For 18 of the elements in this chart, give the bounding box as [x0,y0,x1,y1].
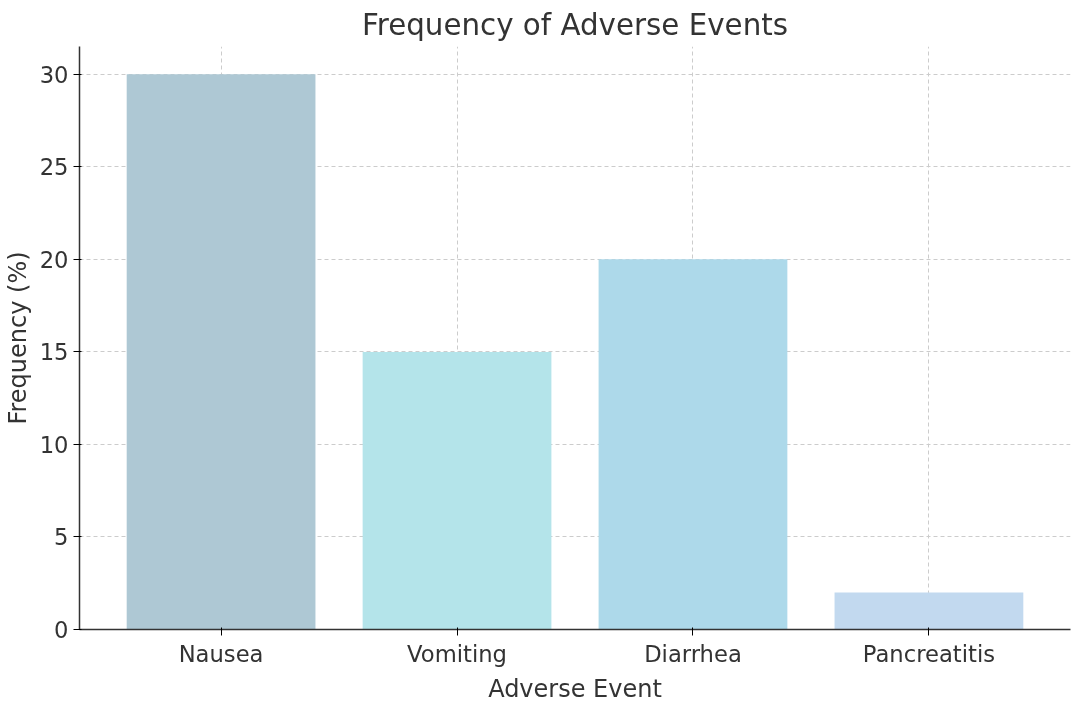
y-tick-label: 0 [54,617,69,643]
bar [126,74,316,630]
y-tick-label: 15 [39,339,69,366]
x-tick-label: Pancreatitis [862,640,996,667]
y-tick-label: 5 [54,524,69,551]
y-axis-title: Frequency (%) [3,251,32,425]
bar [834,592,1024,630]
bar [362,351,552,630]
x-tick-label: Diarrhea [644,640,742,667]
y-tick-label: 20 [39,246,69,273]
x-tick-label: Nausea [178,640,264,667]
y-tick-label: 25 [39,154,69,181]
x-axis-title: Adverse Event [488,674,662,703]
y-tick-label: 10 [39,431,69,458]
y-tick-label: 30 [39,61,69,88]
chart-title: Frequency of Adverse Events [362,7,789,42]
bar [598,259,788,630]
x-tick-label: Vomiting [407,640,507,667]
